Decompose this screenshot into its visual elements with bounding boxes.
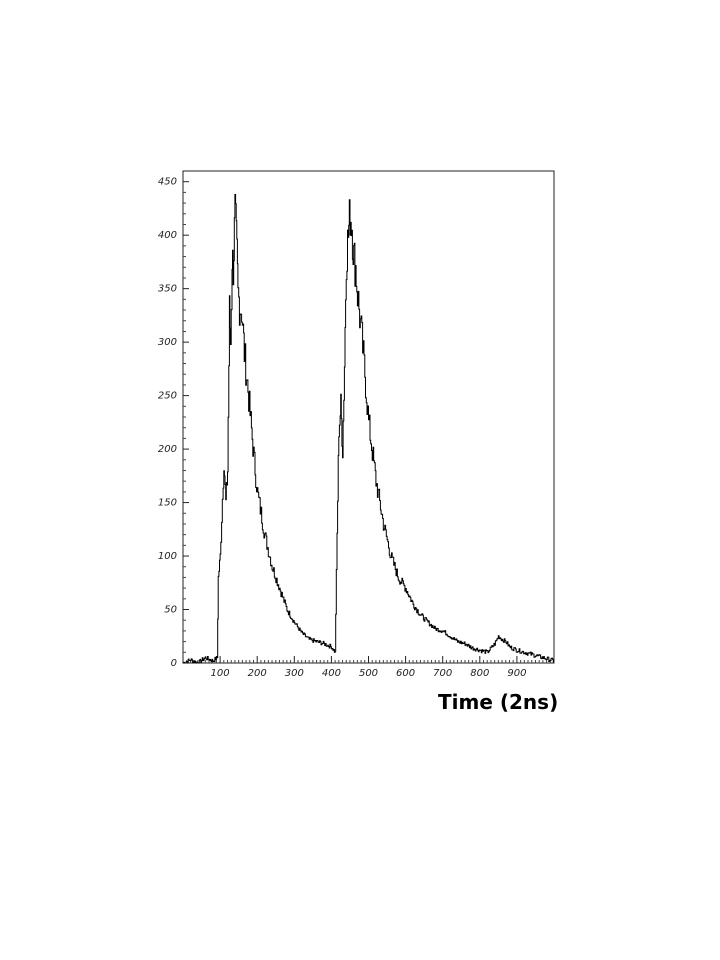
- x-tick-label: 400: [322, 668, 341, 679]
- x-tick-label: 600: [396, 668, 415, 679]
- y-tick-label: 0: [171, 658, 177, 669]
- y-tick-label: 50: [164, 605, 177, 616]
- series-line: [183, 194, 554, 664]
- x-axis-label: Time (2ns): [438, 690, 559, 714]
- y-tick-label: 100: [158, 551, 177, 562]
- y-tick-label: 350: [158, 284, 177, 295]
- x-tick-label: 300: [285, 668, 304, 679]
- y-tick-label: 150: [158, 498, 177, 509]
- y-tick-label: 200: [158, 444, 177, 455]
- x-axis-ticks: 100 200 300 400 500 600 700 800 900: [186, 656, 551, 679]
- x-tick-label: 800: [470, 668, 489, 679]
- y-tick-label: 300: [158, 337, 177, 348]
- x-tick-label: 500: [359, 668, 378, 679]
- y-axis-ticks: 0 50 100 150 200 250 300 350 400 450: [158, 177, 189, 669]
- x-tick-label: 900: [507, 668, 526, 679]
- y-tick-label: 450: [158, 177, 177, 188]
- x-tick-label: 700: [433, 668, 452, 679]
- y-tick-label: 250: [158, 391, 177, 402]
- y-tick-label: 400: [158, 230, 177, 241]
- x-tick-label: 100: [211, 668, 230, 679]
- x-tick-label: 200: [248, 668, 267, 679]
